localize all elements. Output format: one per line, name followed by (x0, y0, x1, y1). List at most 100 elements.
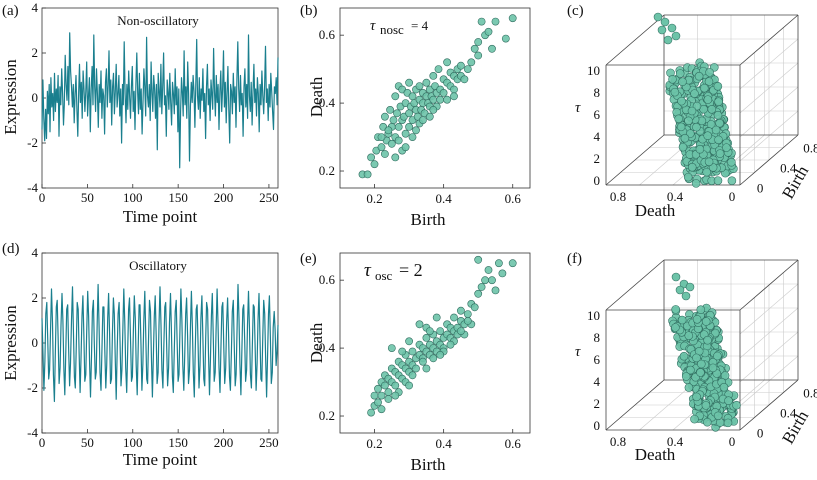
data-point (686, 129, 695, 138)
x-tick-label: 0.6 (505, 191, 522, 206)
data-point (696, 305, 706, 314)
data-point (491, 286, 500, 295)
data-point (667, 23, 677, 33)
xlabel-c: Death (635, 201, 676, 220)
data-point (391, 381, 400, 390)
z-tick-label: 8 (594, 330, 601, 345)
birth-tick-label: 0.4 (780, 161, 797, 176)
data-point (387, 344, 396, 352)
panel-label-e: (e) (300, 251, 317, 267)
birth-tick-label: 0 (757, 426, 764, 441)
data-point (398, 347, 407, 356)
data-point (723, 418, 733, 428)
data-point (491, 17, 500, 26)
panel-label-f: (f) (567, 251, 582, 267)
plot-frame (339, 252, 531, 434)
data-point (498, 269, 507, 278)
data-point (707, 105, 717, 114)
y-tick-label: 0.6 (319, 27, 336, 42)
data-point (690, 89, 699, 98)
ylabel-e: Death (307, 322, 326, 363)
cube-edge (605, 379, 665, 431)
data-point (463, 65, 472, 73)
y-tick-label: 0.2 (319, 408, 335, 423)
data-point (696, 368, 705, 377)
panel-a: (a) Non-oscillatory Time point Expressio… (1, 0, 279, 226)
y-tick-label: 4 (32, 0, 39, 15)
data-point (425, 327, 434, 335)
data-point (481, 276, 489, 285)
y-tick-label: -2 (27, 380, 38, 395)
data-point (684, 331, 694, 340)
data-point (443, 95, 451, 104)
data-point (401, 129, 410, 138)
data-point (722, 143, 731, 152)
data-point (422, 364, 431, 373)
data-point (668, 75, 677, 84)
y-tick-label: 0.4 (319, 95, 336, 110)
xlabel-b: Birth (411, 210, 446, 229)
data-point (429, 95, 438, 104)
data-point (474, 51, 483, 60)
data-point (508, 14, 517, 23)
data-point (422, 333, 431, 342)
data-point (694, 71, 704, 81)
data-point (720, 371, 730, 380)
data-point (484, 266, 493, 274)
x-tick-label: 50 (81, 435, 94, 450)
data-point (685, 282, 695, 292)
data-point (719, 382, 729, 392)
data-point (692, 392, 701, 402)
data-point (370, 160, 379, 169)
data-point (450, 313, 458, 322)
data-point (695, 144, 705, 154)
data-point (418, 116, 427, 124)
data-point (686, 365, 695, 375)
z-tick-label: 10 (587, 308, 600, 323)
data-point (456, 327, 465, 335)
x-tick-label: 0 (39, 435, 46, 450)
data-point (386, 106, 394, 114)
data-point (470, 303, 479, 312)
data-point (484, 27, 493, 36)
annotation-a: Non-oscillatory (117, 13, 199, 28)
data-point (681, 372, 691, 381)
data-point (377, 143, 386, 152)
data-point (474, 255, 483, 264)
data-point (380, 150, 389, 158)
data-point (374, 384, 382, 393)
data-point (467, 58, 476, 67)
data-point (389, 116, 398, 124)
data-point (374, 398, 382, 407)
data-point (727, 157, 736, 167)
y-tick-label: 4 (32, 245, 39, 260)
data-point (680, 133, 690, 143)
data-point (429, 72, 438, 80)
data-point (488, 44, 496, 53)
panel-d: (d) Oscillatory Time point Expression 0 5… (1, 241, 279, 469)
z-tick-label: 0 (594, 173, 601, 188)
y-tick-label: 0 (32, 335, 39, 350)
data-point (494, 259, 503, 268)
data-point (674, 114, 683, 124)
data-point (425, 112, 434, 121)
cube-edge (739, 259, 799, 311)
data-point (677, 315, 687, 325)
y-tick-label: -4 (27, 180, 38, 195)
x-tick-label: 0 (39, 190, 46, 205)
data-point (436, 95, 445, 104)
data-point (477, 17, 486, 26)
data-point (671, 272, 681, 282)
plot-frame (339, 7, 531, 189)
z-tick-label: 10 (587, 63, 600, 78)
z-tick-label: 0 (594, 418, 601, 433)
zlabel-c: τ (575, 100, 581, 116)
data-point (701, 401, 711, 410)
x-tick-label: 0.6 (505, 436, 522, 451)
x-tick-label: 250 (259, 435, 279, 450)
data-point (676, 122, 686, 132)
y-tick-label: 0.4 (319, 340, 336, 355)
data-point (715, 118, 724, 128)
